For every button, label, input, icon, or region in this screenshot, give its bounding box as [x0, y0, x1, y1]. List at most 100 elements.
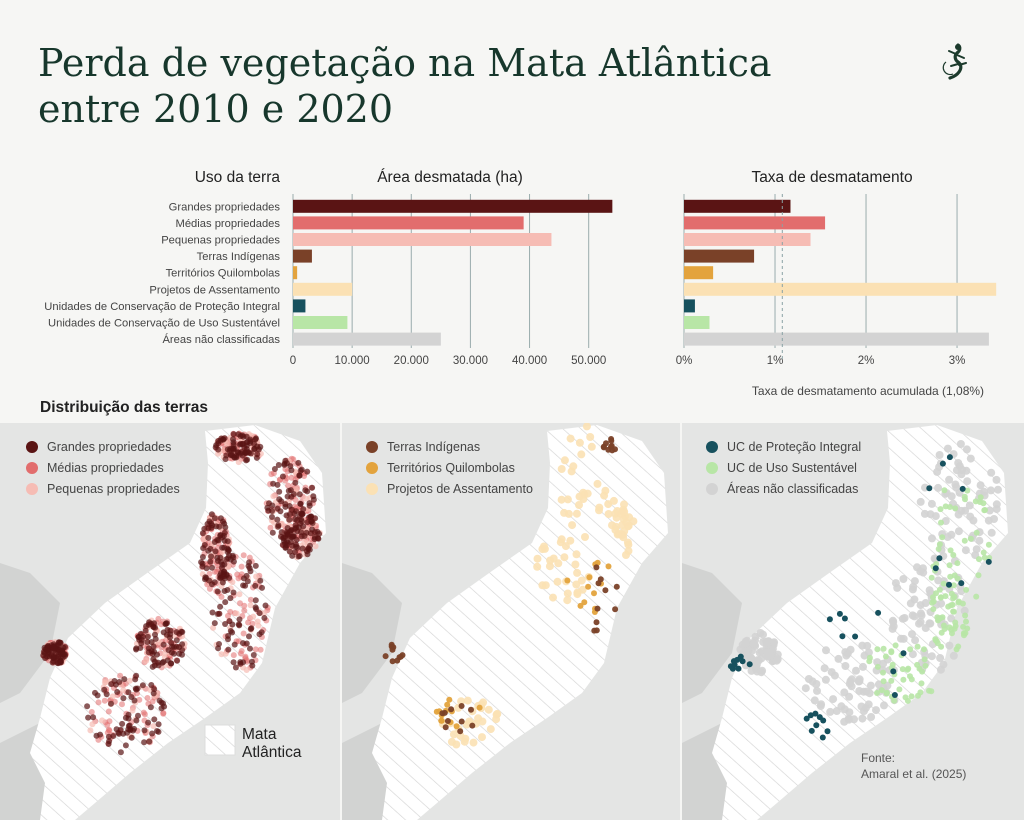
sustainable-use-dot — [936, 541, 943, 548]
unclassified-dot — [827, 668, 836, 677]
sustainable-use-dot — [952, 505, 959, 512]
unclassified-dot — [908, 630, 916, 639]
category-label: Pequenas propriedades — [161, 235, 280, 247]
medium-property-dot — [230, 652, 237, 659]
sustainable-use-dot — [975, 572, 982, 579]
x-tick-label: 0 — [290, 355, 296, 367]
large-property-dot — [105, 733, 112, 740]
settlement-dot — [486, 725, 495, 734]
settlement-dot — [533, 562, 542, 571]
lizard-logo-icon — [942, 43, 967, 80]
large-property-dot — [296, 472, 303, 479]
sustainable-use-dot — [880, 669, 886, 676]
large-property-dot — [224, 538, 231, 545]
large-property-dot — [154, 728, 160, 734]
large-property-dot — [85, 714, 92, 721]
unclassified-dot — [972, 545, 981, 554]
large-property-dot — [148, 639, 155, 646]
legend-label: Projetos de Assentamento — [387, 481, 533, 496]
indigenous-dot — [457, 728, 464, 735]
source-label: Fonte: — [861, 751, 896, 765]
large-property-dot — [237, 450, 244, 457]
medium-property-dot — [88, 709, 95, 715]
large-property-dot — [269, 529, 276, 536]
large-property-dot — [112, 681, 119, 688]
quilombola-dot — [476, 704, 483, 711]
large-property-dot — [207, 558, 214, 565]
bar-2 — [684, 216, 826, 230]
unclassified-dot — [937, 599, 946, 608]
settlement-dot — [573, 590, 582, 599]
large-property-dot — [206, 518, 213, 525]
indigenous-dot — [442, 724, 449, 731]
unclassified-dot — [910, 577, 919, 586]
sustainable-use-dot — [981, 507, 988, 514]
medium-property-dot — [241, 607, 248, 614]
settlement-dot — [533, 554, 542, 563]
large-property-dot — [215, 446, 222, 453]
sustainable-use-dot — [954, 560, 961, 567]
sustainable-use-dot — [950, 608, 957, 615]
large-property-dot — [155, 659, 162, 666]
indigenous-dot — [593, 564, 600, 571]
protection-unit-dot — [939, 460, 946, 467]
category-label: Áreas não classificadas — [162, 333, 280, 346]
small-property-dot — [99, 717, 106, 724]
sustainable-use-dot — [907, 646, 914, 653]
unclassified-dot — [916, 617, 925, 626]
settlement-dot — [560, 553, 569, 562]
settlement-dot — [563, 589, 572, 598]
unclassified-dot — [846, 677, 855, 686]
sustainable-use-dot — [921, 656, 928, 663]
unclassified-dot — [945, 641, 954, 650]
large-property-dot — [146, 738, 153, 745]
bar-1 — [684, 199, 791, 213]
sustainable-use-dot — [942, 503, 949, 510]
unclassified-dot — [956, 440, 965, 448]
settlement-dot — [619, 533, 628, 542]
legend-swatch — [366, 461, 378, 474]
protection-unit-dot — [946, 454, 953, 461]
quilombola-dot — [605, 563, 612, 570]
large-property-dot — [303, 548, 310, 555]
large-property-dot — [138, 640, 145, 647]
indigenous-dot — [595, 580, 602, 587]
indigenous-dot — [469, 722, 476, 729]
large-property-dot — [135, 712, 141, 719]
sustainable-use-dot — [900, 676, 907, 683]
large-property-dot — [237, 433, 244, 440]
large-property-dot — [122, 742, 129, 749]
protection-unit-dot — [739, 658, 746, 665]
large-property-dot — [285, 487, 292, 494]
unclassified-dot — [741, 639, 750, 648]
x-tick-label: 10.000 — [335, 355, 370, 367]
large-property-dot — [142, 627, 149, 634]
sustainable-use-dot — [961, 537, 968, 544]
settlement-dot — [582, 423, 591, 431]
settlement-dot — [577, 576, 586, 585]
land-maps — [0, 423, 1024, 820]
settlement-dot — [478, 733, 486, 742]
unclassified-dot — [834, 654, 843, 663]
large-property-dot — [250, 652, 257, 658]
large-property-dot — [101, 686, 108, 693]
large-property-dot — [237, 659, 244, 666]
unclassified-dot — [826, 707, 835, 716]
medium-property-dot — [218, 593, 225, 600]
quilombola-dot — [581, 599, 588, 606]
small-property-dot — [270, 493, 277, 500]
sustainable-use-dot — [935, 546, 942, 552]
category-label: Projetos de Assentamento — [149, 284, 280, 296]
large-property-dot — [299, 511, 306, 518]
large-property-dot — [158, 699, 165, 706]
large-property-dot — [227, 595, 234, 602]
unclassified-dot — [841, 662, 850, 670]
settlement-dot — [613, 507, 622, 515]
unclassified-dot — [952, 483, 961, 492]
sustainable-use-dot — [933, 561, 940, 567]
x-tick-label: 1% — [767, 355, 784, 367]
protection-unit-dot — [926, 485, 933, 492]
large-property-dot — [168, 639, 175, 646]
sustainable-use-dot — [937, 615, 944, 622]
sustainable-use-dot — [917, 689, 924, 696]
